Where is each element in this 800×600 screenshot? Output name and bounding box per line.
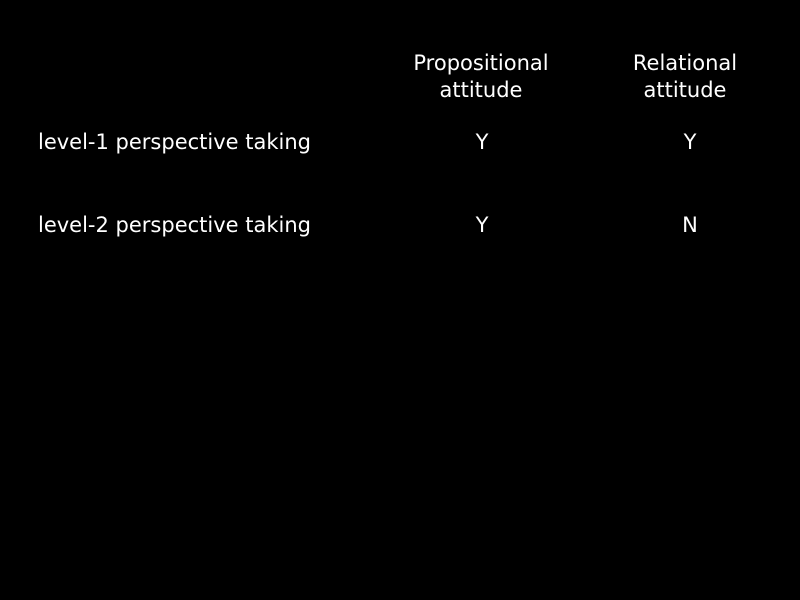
column-header-line: Relational xyxy=(632,51,738,75)
column-header-relational-attitude: Relational attitude xyxy=(595,50,775,104)
cell-level-1-propositional: Y xyxy=(475,130,489,154)
column-header-line: attitude xyxy=(643,78,727,102)
column-header-propositional-attitude: Propositional attitude xyxy=(391,50,571,104)
row-label-level-2: level-2 perspective taking xyxy=(38,213,311,237)
column-header-line: attitude xyxy=(439,78,523,102)
column-header-line: Propositional xyxy=(413,51,549,75)
cell-level-2-propositional: Y xyxy=(475,213,489,237)
cell-level-2-relational: N xyxy=(682,213,698,237)
cell-level-1-relational: Y xyxy=(683,130,697,154)
row-label-level-1: level-1 perspective taking xyxy=(38,130,311,154)
